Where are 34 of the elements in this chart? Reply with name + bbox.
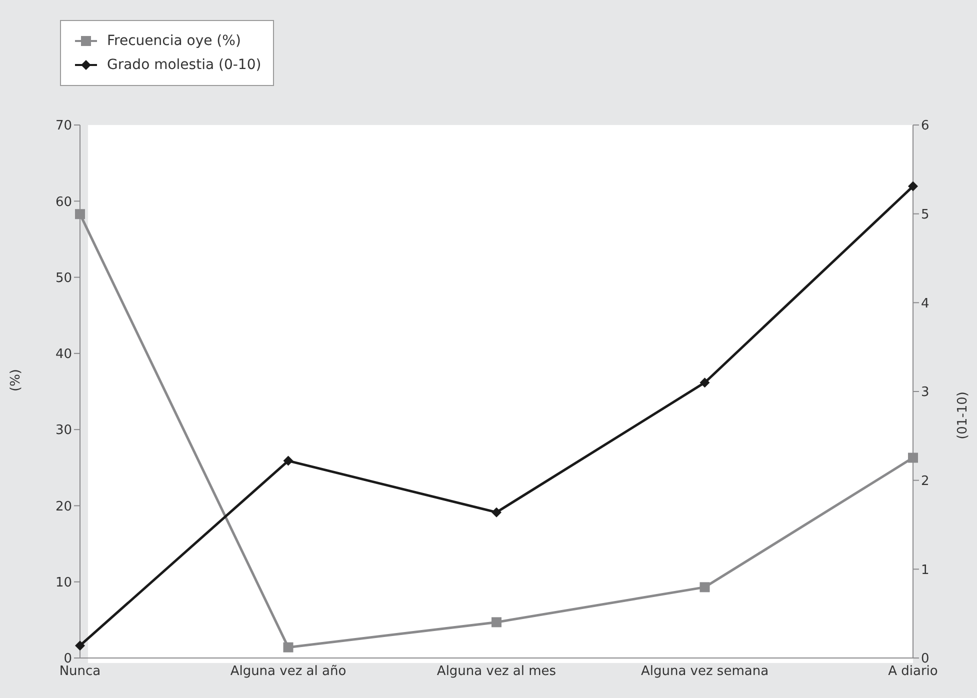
x-tick-label: A diario (888, 664, 938, 680)
y2-axis-title: (01-10) (956, 392, 971, 440)
y-axis-title: (%) (8, 369, 24, 392)
y-tick-label: 30 (55, 423, 72, 438)
point (283, 642, 294, 652)
point (700, 582, 710, 592)
x-tick-label: Alguna vez semana (640, 664, 769, 680)
y-tick-label: 40 (55, 347, 72, 362)
legend-label: Grado molestia (0-10) (107, 56, 262, 75)
point (700, 378, 710, 388)
y2-tick-label: 5 (921, 207, 930, 222)
y2-tick-label: 3 (921, 385, 930, 400)
legend-label: Frecuencia oye (%) (107, 32, 241, 51)
point (283, 456, 294, 466)
y-tick-label: 60 (55, 194, 72, 210)
point (908, 452, 918, 463)
point (492, 507, 502, 518)
x-tick-label: Nunca (59, 664, 101, 680)
y2-tick-label: 2 (921, 474, 930, 489)
y-tick-label: 10 (55, 575, 72, 590)
y2-tick-label: 4 (921, 296, 930, 312)
y-tick-label: 70 (55, 118, 72, 134)
x-tick-label: Alguna vez al año (230, 664, 346, 680)
x-tick-label: Alguna vez al mes (436, 664, 556, 680)
point (908, 181, 918, 192)
point (75, 640, 85, 651)
y2-tick-label: 1 (921, 562, 930, 578)
y-tick-label: 50 (55, 270, 72, 286)
y-tick-label: 0 (64, 652, 72, 667)
y-tick-label: 20 (55, 499, 72, 514)
point (492, 617, 502, 628)
point (75, 209, 85, 220)
y2-tick-label: 0 (921, 652, 930, 667)
y2-tick-label: 6 (921, 118, 930, 134)
